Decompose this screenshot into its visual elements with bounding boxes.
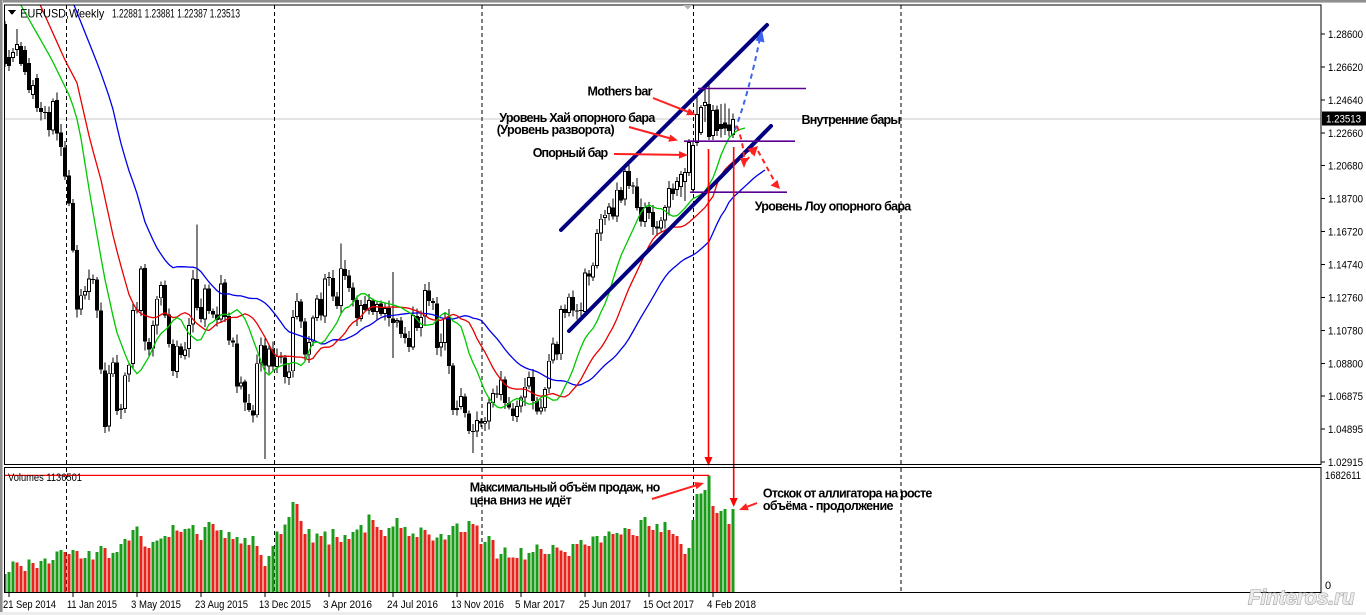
- svg-text:1.24640: 1.24640: [1328, 95, 1363, 107]
- svg-text:1.20680: 1.20680: [1328, 161, 1363, 173]
- svg-text:24 Jul 2016: 24 Jul 2016: [387, 599, 438, 611]
- svg-text:1.22881 1.23881 1.22387 1.2351: 1.22881 1.23881 1.22387 1.23513: [112, 7, 240, 21]
- svg-text:объёма - продолжение: объёма - продолжение: [763, 499, 894, 513]
- svg-text:3 Apr 2016: 3 Apr 2016: [323, 599, 372, 611]
- svg-text:15 Oct 2017: 15 Oct 2017: [643, 599, 694, 611]
- svg-text:0: 0: [1325, 580, 1331, 592]
- svg-text:Volumes 1136501: Volumes 1136501: [8, 472, 82, 484]
- svg-text:1.26620: 1.26620: [1328, 62, 1363, 74]
- svg-text:3 May 2015: 3 May 2015: [131, 599, 181, 611]
- svg-text:1.04895: 1.04895: [1328, 424, 1363, 436]
- svg-text:1.14740: 1.14740: [1328, 260, 1363, 272]
- svg-text:Внутренние бары: Внутренние бары: [802, 113, 902, 127]
- svg-text:13 Nov 2016: 13 Nov 2016: [451, 599, 504, 611]
- svg-text:Finteros.ru: Finteros.ru: [1248, 586, 1355, 610]
- svg-text:13 Dec 2015: 13 Dec 2015: [259, 599, 311, 611]
- svg-text:Mothers bar: Mothers bar: [588, 84, 653, 98]
- svg-text:1.12760: 1.12760: [1328, 292, 1363, 304]
- svg-text:Опорный бар: Опорный бар: [533, 146, 609, 160]
- svg-text:1.18700: 1.18700: [1328, 194, 1363, 206]
- svg-text:1.10780: 1.10780: [1328, 325, 1363, 337]
- svg-text:25 Jun 2017: 25 Jun 2017: [579, 599, 631, 611]
- svg-text:Уровень Хай опорного бара: Уровень Хай опорного бара: [499, 111, 656, 125]
- svg-text:11 Jan 2015: 11 Jan 2015: [67, 599, 117, 611]
- svg-text:Максимальный объём продаж, но: Максимальный объём продаж, но: [470, 481, 661, 495]
- svg-text:(Уровень разворота): (Уровень разворота): [497, 123, 615, 137]
- svg-text:1.06875: 1.06875: [1328, 391, 1363, 403]
- svg-text:1.08800: 1.08800: [1328, 358, 1363, 370]
- svg-text:4 Feb 2018: 4 Feb 2018: [707, 599, 756, 611]
- svg-text:1.22660: 1.22660: [1328, 128, 1363, 140]
- svg-text:5 Mar 2017: 5 Mar 2017: [515, 599, 565, 611]
- svg-text:1.02915: 1.02915: [1328, 457, 1363, 469]
- svg-text:1.28600: 1.28600: [1328, 29, 1363, 41]
- svg-text:EURUSD,Weekly: EURUSD,Weekly: [20, 7, 104, 21]
- svg-text:Уровень Лоу опорного бара: Уровень Лоу опорного бара: [755, 199, 913, 213]
- svg-text:21 Sep 2014: 21 Sep 2014: [3, 599, 56, 611]
- svg-text:1.23513: 1.23513: [1326, 114, 1361, 126]
- svg-text:23 Aug 2015: 23 Aug 2015: [195, 599, 248, 611]
- svg-text:1.16720: 1.16720: [1328, 227, 1363, 239]
- svg-text:цена вниз не идёт: цена вниз не идёт: [470, 493, 572, 507]
- svg-text:1682611: 1682611: [1325, 470, 1361, 482]
- svg-text:Отскок от аллигатора на росте: Отскок от аллигатора на росте: [763, 487, 932, 501]
